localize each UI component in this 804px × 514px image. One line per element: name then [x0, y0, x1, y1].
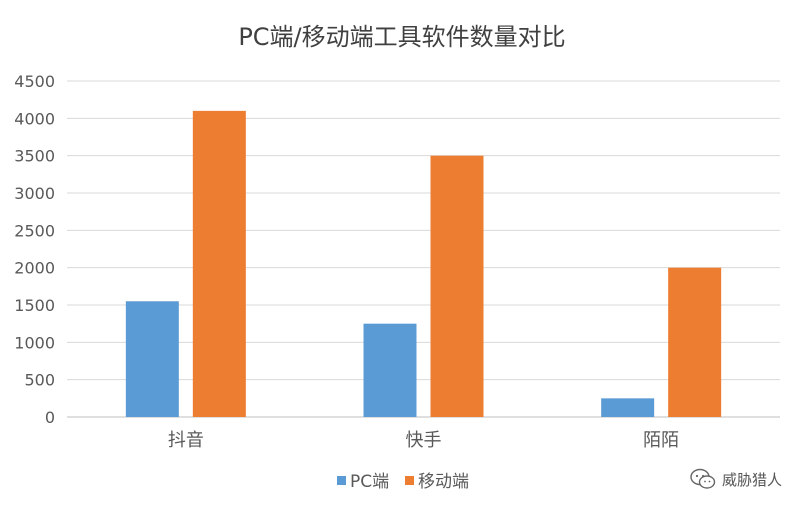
y-tick-label: 3000 — [14, 184, 55, 203]
y-tick-label: 4000 — [14, 109, 55, 128]
y-tick-label: 3500 — [14, 147, 55, 166]
chart-title: PC端/移动端工具软件数量对比 — [238, 23, 565, 51]
y-tick-label: 0 — [45, 408, 55, 427]
bar-pc-0 — [125, 301, 179, 417]
y-tick-label: 1500 — [14, 296, 55, 315]
y-tick-label: 4500 — [14, 72, 55, 91]
wechat-icon — [690, 468, 716, 489]
watermark: 威胁猎人 — [690, 468, 782, 490]
y-tick-label: 500 — [24, 371, 55, 390]
y-axis-tick-labels: 0 500 1000 1500 2000 2500 3000 3500 4000 4500 — [14, 72, 55, 427]
legend-swatch-mobile — [405, 476, 414, 485]
x-tick-label: 陌陌 — [643, 430, 679, 451]
bars — [125, 110, 722, 417]
x-axis-tick-labels: 抖音 快手 陌陌 — [168, 430, 679, 451]
bar-mobile-0 — [192, 110, 246, 417]
bar-pc-2 — [601, 398, 655, 417]
y-tick-label: 2000 — [14, 259, 55, 278]
legend-label-pc: PC端 — [350, 472, 389, 492]
bar-pc-1 — [363, 323, 417, 417]
y-tick-label: 1000 — [14, 333, 55, 352]
x-tick-label: 快手 — [406, 430, 442, 451]
legend-label-mobile: 移动端 — [418, 472, 469, 492]
bar-mobile-2 — [668, 267, 722, 417]
gridlines — [67, 80, 780, 418]
legend: PC端 移动端 — [337, 472, 469, 492]
legend-swatch-pc — [337, 476, 346, 485]
x-tick-label: 抖音 — [168, 430, 204, 451]
bar-mobile-1 — [430, 155, 484, 417]
y-tick-label: 2500 — [14, 221, 55, 240]
watermark-text: 威胁猎人 — [721, 470, 782, 489]
